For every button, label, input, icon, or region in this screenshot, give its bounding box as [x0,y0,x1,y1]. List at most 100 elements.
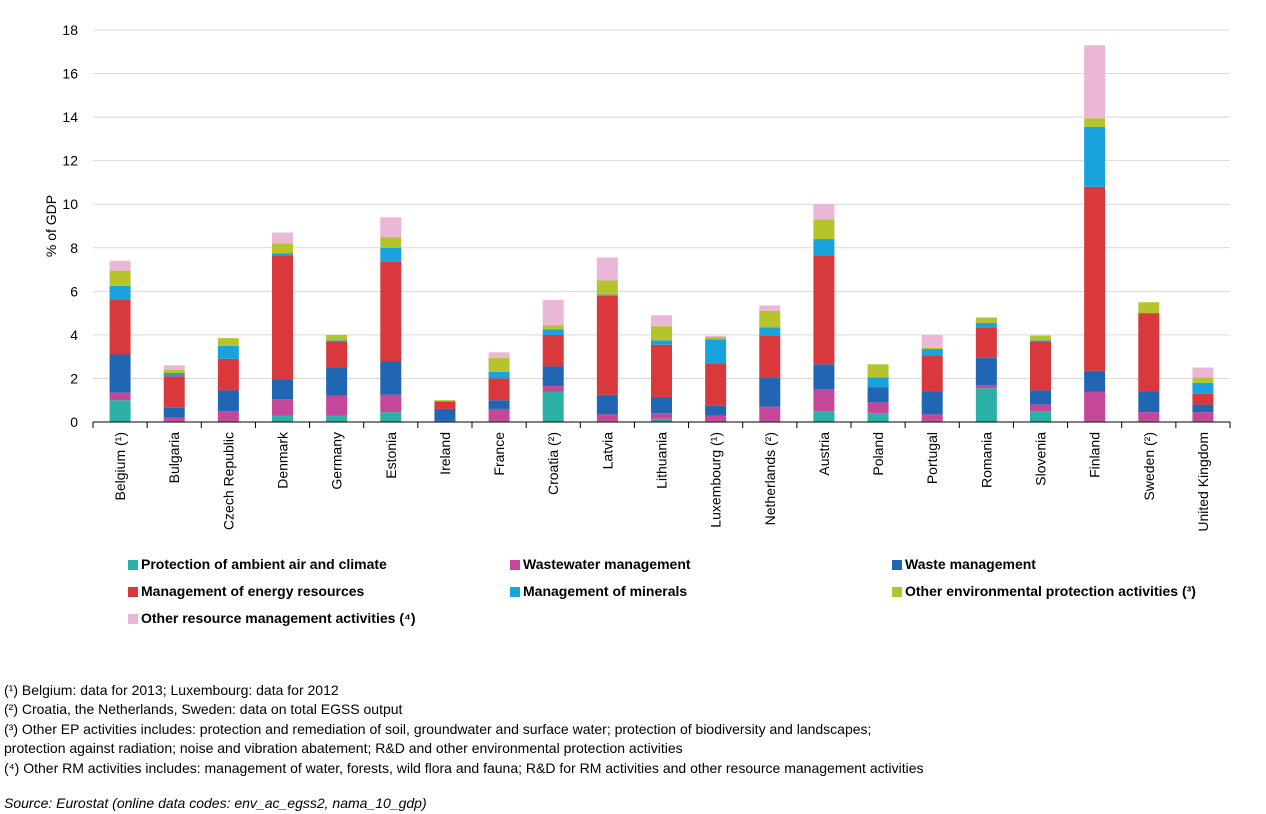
x-category-label: Poland [870,432,886,476]
bar-segment [1030,390,1051,405]
bar-segment [596,295,618,395]
bar-segment [705,363,727,406]
bar-segment [109,354,131,393]
legend-label: Management of minerals [523,583,688,599]
x-category-label: Denmark [275,431,291,489]
bar-segment [1192,420,1214,422]
bar-segment [1138,302,1160,314]
bar-segment [975,357,997,385]
bar-segment [217,345,239,359]
bar-segment [596,420,618,422]
bar-segment [380,236,402,248]
footnote-line: (⁴) Other RM activities includes: manage… [4,759,924,776]
bar-segment [109,392,131,401]
bar-segment [163,365,185,370]
bar-segment [921,349,943,356]
bar-segment [651,418,672,422]
bar-segment [1084,45,1106,119]
bar-segment [813,411,835,422]
bar-segment [705,335,727,338]
bar-segment [380,247,402,262]
bar-segment [975,327,997,358]
bar-segment [217,338,239,346]
bar-segment [1084,391,1106,421]
bar-segment [1192,404,1214,413]
bar-segment [1192,382,1214,394]
x-category-label: Lithuania [654,432,670,489]
bar-segment [813,219,835,240]
legend-swatch [128,560,138,570]
bar-segment [109,300,131,355]
legend-label: Other environmental protection activitie… [905,583,1196,599]
bar-segment [542,325,564,330]
bar-segment [109,260,131,271]
bar-segment [921,420,943,422]
bar-segment [542,329,564,335]
bar-segment [163,417,185,421]
legend-item: Wastewater management [510,556,691,572]
bar-segment [1030,411,1051,422]
bar-segment [488,357,510,372]
bar-segment [217,420,239,422]
y-tick-label: 4 [70,327,78,343]
bar-segment [542,334,564,367]
bar-segment [488,408,510,421]
bar-segment [163,376,185,408]
bar-segment [921,334,943,348]
bar-segment [272,253,293,256]
bar-segment [867,413,889,422]
footnote-line: (³) Other EP activities includes: protec… [4,720,872,737]
bar-segment [705,405,727,416]
bar-segment [651,326,672,341]
legend-item: Other environmental protection activitie… [892,583,1196,599]
bar-segment [542,386,564,392]
x-category-label: Latvia [599,432,615,470]
legend-item: Protection of ambient air and climate [128,556,387,572]
legend-label: Other resource management activities (⁴) [141,610,416,626]
bar-segment [759,305,781,311]
legend-label: Waste management [905,556,1036,572]
bars [109,45,1214,422]
bar-segment [813,255,835,365]
bar-segment [1192,412,1214,421]
bar-segment [975,322,997,328]
y-tick-label: 2 [70,370,78,386]
bar-segment [272,243,293,254]
bar-segment [596,257,618,281]
bar-segment [1138,412,1160,421]
legend-label: Management of energy resources [141,583,365,599]
y-tick-label: 0 [70,414,78,430]
bar-segment [1138,420,1160,422]
footnote-line: (¹) Belgium: data for 2013; Luxembourg: … [4,682,339,698]
bar-segment [1138,391,1160,413]
x-category-label: Belgium (¹) [112,432,128,500]
legend-item: Waste management [892,556,1036,572]
bar-segment [542,366,564,387]
x-category-label: Netherlands (²) [762,432,778,525]
bar-segment [488,420,510,422]
y-tick-label: 12 [62,153,78,169]
bar-segment [759,406,781,421]
bar-segment [596,414,618,421]
bar-segment [705,420,727,422]
x-category-label: Finland [1087,432,1103,478]
legend-item: Management of energy resources [128,583,364,599]
x-category-label: Germany [329,432,345,490]
x-category-label: Estonia [383,432,399,479]
bar-segment [759,310,781,328]
bar-segment [163,369,185,373]
bar-segment [759,335,781,378]
bar-segment [1030,335,1051,341]
bar-segment [217,411,239,421]
bar-segment [380,361,402,395]
bar-segment [867,402,889,414]
bar-segment [109,400,131,422]
x-category-label: Czech Republic [220,432,236,530]
bar-segment [1030,340,1051,342]
x-category-label: Austria [816,432,832,476]
bar-segment [380,394,402,413]
bar-segment [651,344,672,397]
bar-segment [380,217,402,237]
bar-segment [1084,186,1106,371]
bar-segment [813,204,835,220]
